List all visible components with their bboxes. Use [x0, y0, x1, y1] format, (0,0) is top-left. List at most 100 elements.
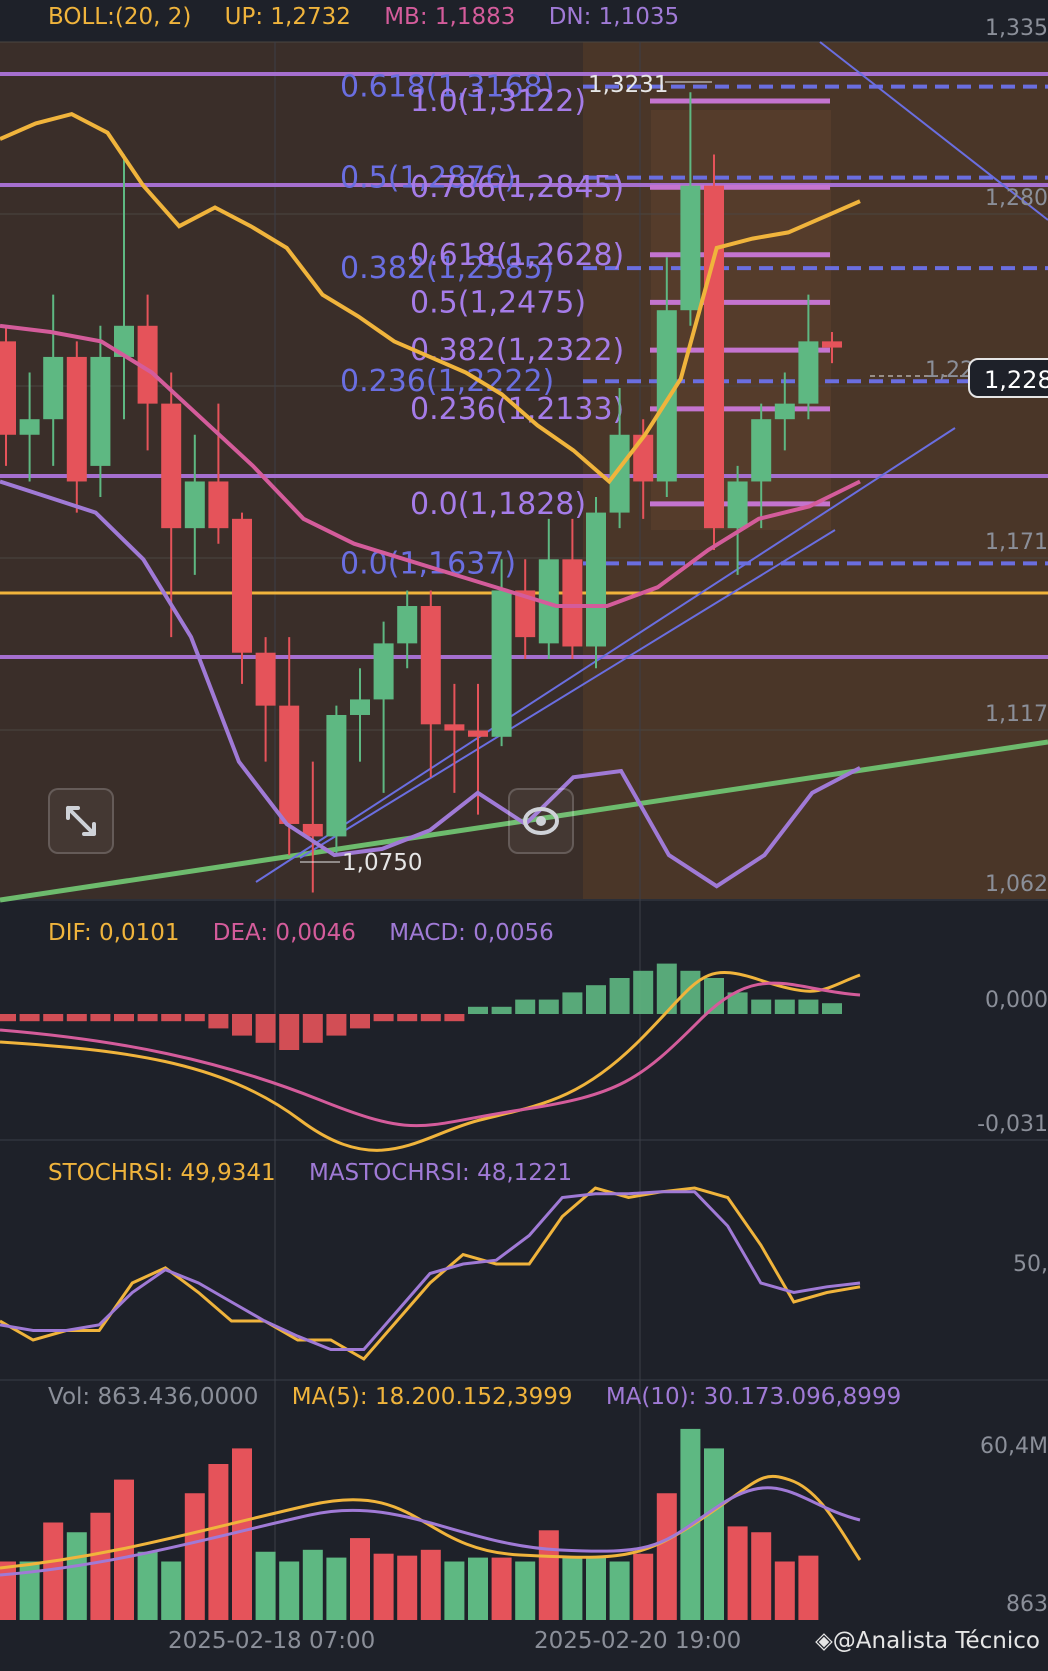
- stochrsi-line: [0, 1186, 861, 1361]
- low-price-label: 1,0750: [342, 850, 422, 876]
- macd-hist-bar: [90, 1014, 111, 1022]
- volume-bar: [444, 1561, 465, 1620]
- candle-body: [468, 730, 488, 737]
- volume-bar: [609, 1561, 630, 1620]
- macd-hist-bar: [468, 1006, 488, 1014]
- macd-hist-bar: [232, 1014, 252, 1036]
- vol-axis-tick: 60,4M: [980, 1434, 1048, 1459]
- volume-bar: [515, 1561, 536, 1620]
- macd-hist-bar: [444, 1014, 465, 1022]
- candle-body: [350, 699, 370, 715]
- candle-body: [90, 356, 111, 466]
- candle-body: [66, 356, 87, 482]
- candle-body: [114, 325, 134, 357]
- macd-hist-bar: [420, 1014, 441, 1022]
- volume-ma10-label: MA(10): 30.173.096,8999: [605, 1384, 902, 1410]
- candle-body: [798, 341, 819, 404]
- macd-hist-bar: [397, 1014, 418, 1022]
- price-axis-tick: 1,117: [985, 702, 1048, 727]
- price-axis-tick: 1,280: [985, 186, 1048, 211]
- volume-bar: [302, 1549, 323, 1620]
- candle-body: [397, 606, 418, 644]
- fib-level-label: 0.5(1,2876): [340, 161, 516, 196]
- expand-chart-button[interactable]: [48, 788, 114, 854]
- eye-icon: [523, 807, 559, 835]
- candle-body: [161, 403, 182, 529]
- fib-level-label: 0.786(1,2845): [410, 170, 624, 205]
- macd-hist-bar: [656, 963, 677, 1014]
- macd-axis-tick: 0,000: [985, 988, 1048, 1013]
- trend-line: [819, 41, 1048, 221]
- candle-body: [302, 823, 323, 837]
- volume-bar: [326, 1557, 347, 1620]
- stochrsi-legend: STOCHRSI: 49,9341 MASTOCHRSI: 48,1221: [48, 1160, 598, 1186]
- macd-hist-bar: [161, 1014, 182, 1022]
- volume-bar: [727, 1526, 748, 1620]
- candle-body: [19, 419, 40, 435]
- macd-dea-line: [0, 981, 861, 1128]
- macd-hist-bar: [255, 1014, 276, 1043]
- date-axis-tick: 2025-02-20 19:00: [534, 1628, 742, 1654]
- macd-hist-bar: [350, 1014, 370, 1029]
- macd-hist-bar: [279, 1014, 300, 1050]
- macd-legend: DIF: 0,0101 DEA: 0,0046 MACD: 0,0056: [48, 920, 580, 946]
- macd-axis-tick: -0,031: [977, 1112, 1048, 1137]
- volume-bar: [255, 1551, 276, 1620]
- macd-hist-bar: [586, 985, 606, 1014]
- macd-hist-bar: [137, 1014, 158, 1022]
- volume-bar: [19, 1561, 40, 1620]
- macd-hist-bar: [515, 999, 536, 1014]
- fib-level-label: 0.236(1,2222): [340, 364, 554, 399]
- volume-bar: [161, 1561, 182, 1620]
- candle-body: [255, 652, 276, 706]
- macd-hist-bar: [114, 1014, 134, 1022]
- candle-body: [822, 341, 842, 348]
- macd-hist-bar: [373, 1014, 394, 1022]
- trend-line: [299, 529, 836, 859]
- volume-bar: [562, 1557, 583, 1620]
- macd-dea-label: DEA: 0,0046: [212, 920, 356, 946]
- candle-body: [420, 606, 441, 725]
- volume-bar: [774, 1561, 795, 1620]
- expand-icon: [66, 806, 96, 836]
- mastochrsi-line: [0, 1190, 861, 1351]
- macd-dif-label: DIF: 0,0101: [48, 920, 180, 946]
- draw-tool-button[interactable]: [508, 788, 574, 854]
- macd-hist-bar: [633, 970, 654, 1014]
- macd-hist-bar: [538, 999, 559, 1014]
- fib-level-label: 0.0(1,1828): [410, 487, 586, 522]
- boll-up-label: UP: 1,2732: [224, 4, 351, 30]
- volume-ma10-line: [0, 1486, 861, 1577]
- boll-label: BOLL:(20, 2): [48, 4, 192, 30]
- boll-mb-label: MB: 1,1883: [384, 4, 516, 30]
- boll-up-line: [0, 111, 861, 485]
- macd-value-label: MACD: 0,0056: [389, 920, 554, 946]
- macd-hist-bar: [798, 999, 819, 1014]
- high-price-label: 1,3231: [588, 72, 668, 98]
- candle-body: [137, 325, 158, 404]
- price-axis-tick: 1,335: [985, 16, 1048, 41]
- volume-bar: [751, 1532, 772, 1620]
- candle-body: [444, 724, 465, 731]
- macd-hist-bar: [562, 992, 583, 1014]
- volume-bar: [704, 1448, 724, 1620]
- volume-bar: [491, 1557, 512, 1620]
- volume-bar: [232, 1448, 252, 1620]
- volume-bar: [350, 1538, 370, 1620]
- volume-bar: [633, 1553, 654, 1620]
- candle-body: [727, 481, 748, 529]
- candle-body: [373, 643, 394, 700]
- mastochrsi-label: MASTOCHRSI: 48,1221: [308, 1160, 573, 1186]
- date-axis-tick: 2025-02-18 07:00: [168, 1628, 376, 1654]
- macd-hist-bar: [774, 999, 795, 1014]
- trend-line: [255, 427, 956, 883]
- macd-hist-bar: [326, 1014, 347, 1036]
- volume-bar: [538, 1530, 559, 1620]
- candle-body: [491, 590, 512, 737]
- binance-logo-icon: ◈: [815, 1628, 833, 1654]
- volume-bar: [184, 1493, 205, 1620]
- candle-body: [0, 341, 16, 435]
- candle-body: [633, 434, 654, 482]
- candle-body: [208, 481, 229, 529]
